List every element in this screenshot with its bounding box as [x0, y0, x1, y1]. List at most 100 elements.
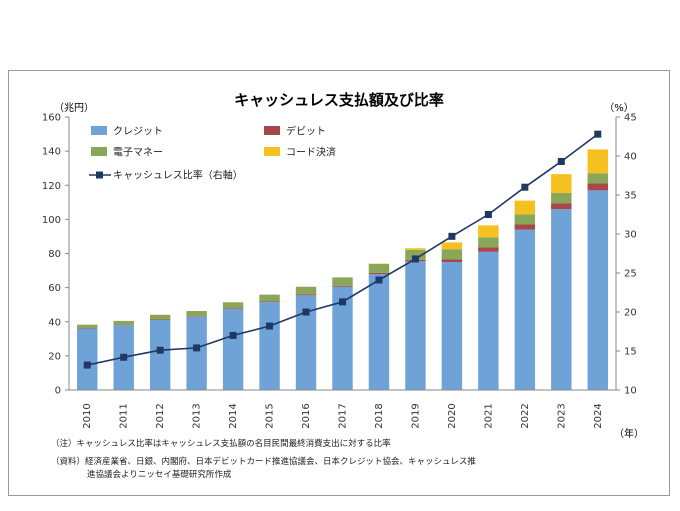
ratio-marker-2016: [302, 308, 310, 316]
ratio-marker-2024: [594, 130, 602, 138]
bar-emoney-2019: [405, 249, 426, 260]
right-tick-label: 25: [624, 269, 637, 280]
bar-credit-2024: [587, 190, 608, 390]
legend-label-debit: デビット: [286, 125, 326, 138]
left-tick-label: 160: [42, 113, 61, 124]
x-tick-label: 2024: [593, 403, 604, 428]
bar-credit-2022: [514, 229, 536, 390]
legend-label-code: コード決済: [286, 146, 336, 159]
left-axis-unit: （兆円）: [54, 102, 94, 114]
bar-debit-2018: [368, 272, 390, 274]
bar-emoney-2017: [332, 277, 353, 286]
bar-emoney-2024: [587, 173, 608, 184]
right-tick-label: 20: [624, 308, 637, 319]
bar-credit-2018: [368, 273, 390, 390]
bar-credit-2013: [186, 316, 207, 390]
left-tick-label: 60: [48, 283, 61, 294]
ratio-marker-2020: [448, 232, 456, 240]
legend-swatch-debit: [264, 126, 280, 135]
legend-label-credit: クレジット: [113, 126, 163, 138]
legend-swatch-emoney: [91, 147, 107, 156]
x-tick-label: 2019: [410, 403, 421, 428]
x-tick-label: 2022: [520, 403, 531, 428]
right-axis-unit: （%）: [604, 102, 634, 114]
ratio-marker-2010: [83, 361, 91, 369]
bar-debit-2014: [222, 308, 244, 309]
x-axis-unit: （年）: [614, 427, 644, 440]
ratio-marker-2021: [484, 211, 492, 218]
right-tick-label: 40: [624, 152, 637, 163]
bar-credit-2015: [259, 302, 280, 390]
bar-credit-2021: [478, 251, 499, 390]
ratio-marker-2017: [339, 298, 346, 306]
bar-credit-2019: [405, 261, 426, 390]
left-tick-label: 20: [48, 351, 61, 362]
bar-emoney-2013: [186, 311, 207, 317]
ratio-marker-2018: [375, 276, 383, 284]
x-tick-label: 2021: [483, 403, 494, 428]
bar-credit-2012: [149, 320, 171, 390]
source-text: （資料）経済産業省、日銀、内閣府、日本デビットカード推進協議会、日本クレジット協…: [51, 457, 476, 467]
x-tick-label: 2012: [155, 403, 166, 428]
left-tick-label: 40: [48, 317, 61, 328]
bar-debit-2016: [295, 294, 317, 296]
bar-emoney-2010: [77, 324, 98, 329]
ratio-marker-2013: [193, 344, 201, 352]
bar-emoney-2016: [295, 286, 317, 295]
bar-emoney-2011: [113, 320, 134, 325]
bar-emoney-2014: [222, 302, 244, 309]
axis-layer: 0 20 40 60 80 100 120 140 160 10 15 20 25 30 35 40 45 201…: [42, 113, 637, 429]
ratio-marker-2012: [156, 346, 164, 354]
left-tick-label: 120: [42, 181, 61, 192]
x-tick-label: 2011: [119, 403, 130, 428]
ratio-marker-2022: [521, 183, 529, 191]
bar-debit-2017: [332, 285, 353, 287]
ratio-line-layer: [83, 130, 602, 369]
ratio-marker-2014: [229, 331, 237, 339]
left-tick-label: 0: [55, 386, 61, 397]
bar-code-2022: [514, 200, 536, 215]
x-tick-label: 2023: [556, 403, 567, 428]
bar-code-2023: [551, 174, 572, 193]
x-tick-label: 2013: [192, 403, 203, 428]
bar-emoney-2023: [551, 192, 572, 204]
x-tick-label: 2017: [338, 403, 349, 428]
right-tick-label: 45: [624, 113, 637, 124]
legend-swatch-credit: [91, 126, 107, 135]
bar-code-2024: [587, 149, 608, 174]
right-tick-label: 15: [624, 347, 637, 358]
right-tick-label: 30: [624, 230, 637, 241]
bar-emoney-2022: [514, 214, 536, 225]
bar-credit-2016: [295, 295, 317, 390]
chart-frame: キャッシュレス支払額及び比率 （兆円） （%） （年） 0 20 40 60 80 100…: [8, 70, 670, 496]
x-tick-label: 2016: [301, 403, 312, 428]
ratio-marker-2023: [557, 157, 565, 165]
right-tick-label: 10: [624, 386, 637, 397]
bar-credit-2017: [332, 286, 353, 390]
bar-code-2020: [441, 242, 463, 250]
legend-label-emoney: 電子マネー: [113, 147, 163, 159]
ratio-marker-2011: [120, 353, 128, 361]
cashless-chart: キャッシュレス支払額及び比率 （兆円） （%） （年） 0 20 40 60 80 100…: [42, 91, 644, 440]
right-tick-label: 35: [624, 191, 637, 202]
ratio-marker-2019: [411, 255, 419, 263]
bar-debit-2024: [587, 183, 608, 191]
bar-debit-2010: [77, 328, 98, 329]
bar-debit-2023: [551, 203, 572, 210]
bar-debit-2022: [514, 224, 536, 230]
bar-debit-2012: [149, 319, 171, 321]
bar-code-2019: [405, 248, 426, 250]
bar-emoney-2015: [259, 294, 280, 302]
x-tick-label: 2018: [374, 403, 385, 428]
bar-credit-2023: [551, 209, 572, 390]
ratio-marker-2015: [266, 322, 274, 330]
bar-debit-2013: [186, 316, 207, 317]
note-text: （注）キャッシュレス比率はキャッシュレス支払額の名目民間最終消費支出に対する比率: [51, 439, 391, 449]
legend-label-ratio: キャッシュレス比率（右軸）: [113, 169, 243, 182]
bar-emoney-2012: [149, 314, 171, 320]
x-tick-label: 2015: [265, 403, 276, 428]
bar-credit-2020: [441, 262, 463, 390]
chart-title: キャッシュレス支払額及び比率: [234, 91, 444, 109]
bar-debit-2021: [478, 247, 499, 252]
